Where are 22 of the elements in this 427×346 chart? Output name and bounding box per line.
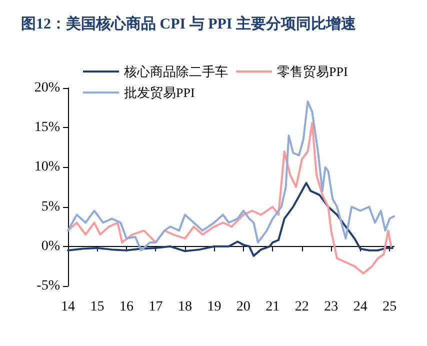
x-tick-label: 14 [61, 300, 75, 314]
legend-label: 批发贸易PPI [124, 85, 195, 100]
y-tick-label: 5% [41, 199, 60, 214]
x-tick-label: 21 [266, 300, 280, 314]
x-tick-label: 23 [324, 300, 338, 314]
x-tick-label: 19 [207, 300, 222, 314]
x-tick-label: 16 [119, 300, 134, 314]
x-tick-label: 25 [382, 300, 397, 314]
legend-label: 核心商品除二手车 [123, 64, 228, 79]
y-tick-label: 15% [34, 120, 60, 136]
x-tick-label: 24 [353, 300, 368, 314]
y-tick-label: 0% [41, 238, 60, 254]
x-tick-label: 18 [178, 300, 192, 314]
x-tick-label: 15 [90, 300, 104, 314]
y-tick-label: -5% [36, 278, 60, 294]
x-tick-label: 20 [236, 300, 250, 314]
y-tick-label: 20% [34, 80, 60, 96]
x-tick-label: 17 [148, 300, 163, 314]
legend-label: 零售贸易PPI [277, 64, 348, 79]
chart-title: 图12：美国核心商品 CPI 与 PPI 主要分项同比增速 [21, 14, 357, 32]
x-tick-label: 22 [294, 300, 309, 314]
y-tick-label: 10% [34, 160, 60, 175]
